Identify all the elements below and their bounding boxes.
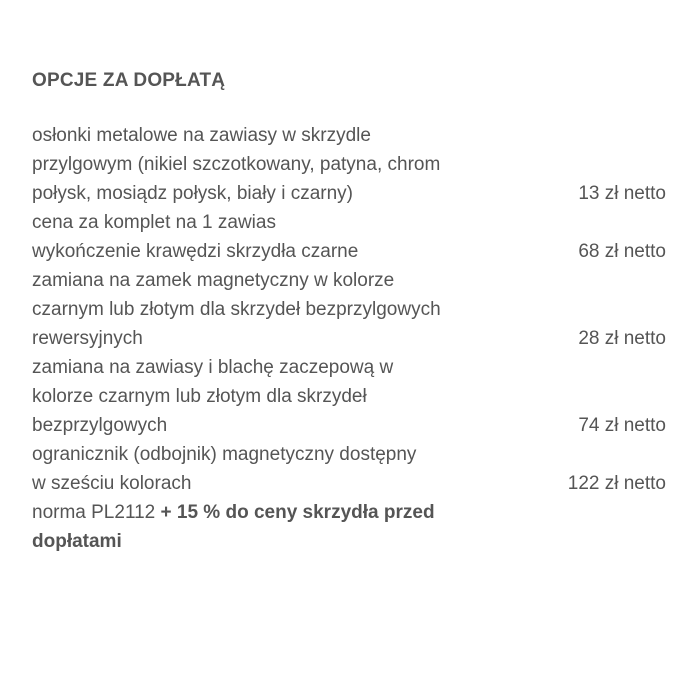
option-line: przylgowym (nikiel szczotkowany, patyna,… bbox=[32, 150, 666, 179]
norma-line: norma PL2112 + 15 % do ceny skrzydła prz… bbox=[32, 498, 666, 527]
option-description: połysk, mosiądz połysk, biały i czarny) bbox=[32, 183, 353, 204]
option-line: czarnym lub złotym dla skrzydeł bezprzyl… bbox=[32, 295, 666, 324]
option-price: 122 zł netto bbox=[567, 473, 666, 494]
option-description: ogranicznik (odbojnik) magnetyczny dostę… bbox=[32, 444, 417, 465]
norma-surcharge: dopłatami bbox=[32, 531, 122, 552]
norma-surcharge: + 15 % do ceny skrzydła przed bbox=[160, 502, 435, 523]
option-price: 74 zł netto bbox=[578, 415, 666, 436]
option-description: zamiana na zamek magnetyczny w kolorze bbox=[32, 270, 395, 291]
option-description: bezprzylgowych bbox=[32, 415, 168, 436]
option-line: ogranicznik (odbojnik) magnetyczny dostę… bbox=[32, 440, 666, 469]
option-line: kolorze czarnym lub złotym dla skrzydeł bbox=[32, 382, 666, 411]
option-line: w sześciu kolorach 122 zł netto bbox=[32, 469, 666, 498]
option-line: bezprzylgowych 74 zł netto bbox=[32, 411, 666, 440]
option-line: połysk, mosiądz połysk, biały i czarny) 1… bbox=[32, 179, 666, 208]
option-description: czarnym lub złotym dla skrzydeł bezprzyl… bbox=[32, 299, 441, 320]
option-line: zamiana na zamek magnetyczny w kolorze bbox=[32, 266, 666, 295]
section-heading: OPCJE ZA DOPŁATĄ bbox=[32, 70, 226, 91]
option-description: zamiana na zawiasy i blachę zaczepową w bbox=[32, 357, 394, 378]
option-price: 28 zł netto bbox=[578, 328, 666, 349]
option-description: w sześciu kolorach bbox=[32, 473, 192, 494]
option-description: kolorze czarnym lub złotym dla skrzydeł bbox=[32, 386, 367, 407]
norma-line: dopłatami bbox=[32, 527, 666, 556]
option-description: cena za komplet na 1 zawias bbox=[32, 212, 276, 233]
option-line: wykończenie krawędzi skrzydła czarne 68 z… bbox=[32, 237, 666, 266]
norma-label: norma PL2112 bbox=[32, 502, 161, 523]
option-price: 13 zł netto bbox=[578, 183, 666, 204]
option-line: rewersyjnych 28 zł netto bbox=[32, 324, 666, 353]
option-line: osłonki metalowe na zawiasy w skrzydle bbox=[32, 121, 666, 150]
norma-text: norma PL2112 + 15 % do ceny skrzydła prz… bbox=[32, 498, 435, 527]
option-description: osłonki metalowe na zawiasy w skrzydle bbox=[32, 125, 371, 146]
option-line: zamiana na zawiasy i blachę zaczepową w bbox=[32, 353, 666, 382]
option-description: przylgowym (nikiel szczotkowany, patyna,… bbox=[32, 154, 441, 175]
option-description: rewersyjnych bbox=[32, 328, 143, 349]
option-price: 68 zł netto bbox=[578, 241, 666, 262]
option-description: wykończenie krawędzi skrzydła czarne bbox=[32, 241, 359, 262]
option-line: cena za komplet na 1 zawias bbox=[32, 208, 666, 237]
options-list: osłonki metalowe na zawiasy w skrzydle pr… bbox=[32, 121, 666, 556]
